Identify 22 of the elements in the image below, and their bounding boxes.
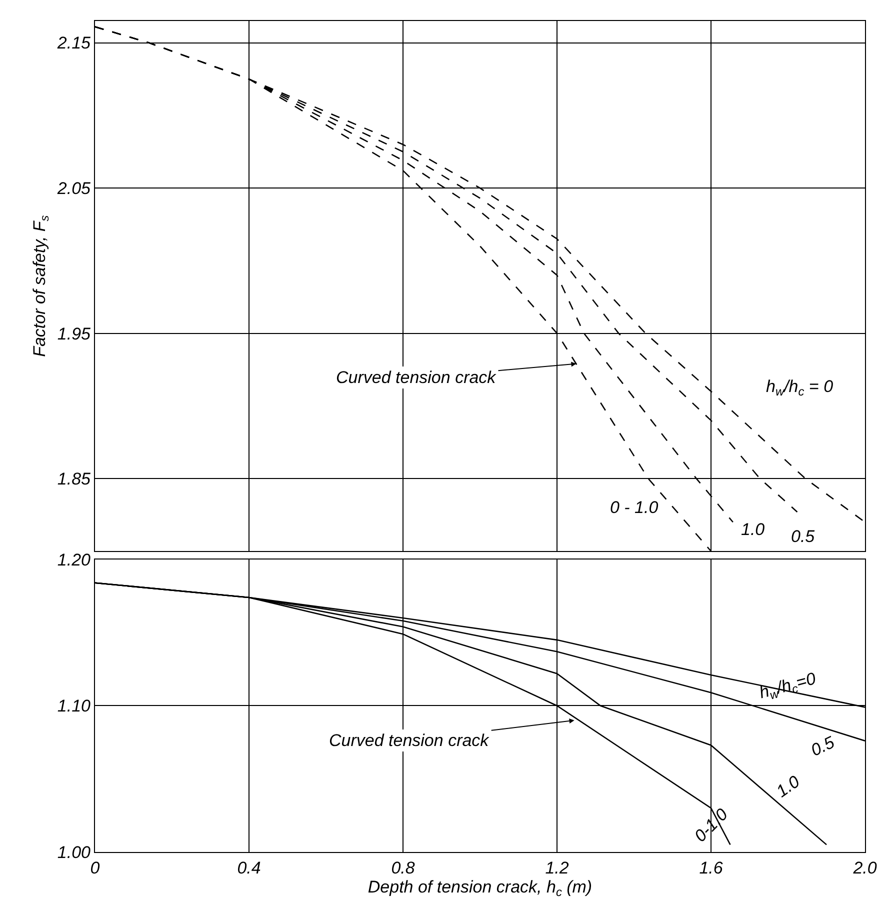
x-tick-label: 1.6 bbox=[699, 858, 724, 878]
text: 1.0 bbox=[772, 772, 804, 802]
y-tick-label: 1.85 bbox=[57, 470, 92, 488]
annotation: Curved tension crack bbox=[329, 731, 490, 750]
series-label: 0 - 1.0 bbox=[610, 498, 659, 517]
series-label: h$_{w}$/h$_{c}$ = 0 bbox=[766, 377, 834, 399]
annotation: Curved tension crack bbox=[336, 368, 498, 387]
x-axis-title: Depth of tension crack, h$_{c}$ (m) bbox=[368, 878, 592, 900]
y-tick-label: 2.15 bbox=[56, 34, 92, 53]
x-tick-label: 0.4 bbox=[237, 858, 261, 878]
y-tick-label: 1.20 bbox=[57, 550, 92, 570]
y-tick-label: 1.00 bbox=[57, 842, 92, 862]
y-tick-label: 1.10 bbox=[57, 696, 92, 716]
x-tick-label: 1.2 bbox=[545, 858, 570, 878]
y-tick-label: 1.95 bbox=[57, 324, 92, 344]
series-label: 1.0 bbox=[741, 520, 766, 539]
x-tick-label: 0.8 bbox=[391, 858, 416, 878]
x-tick-label: 0 bbox=[90, 858, 100, 878]
x-tick-label: 2.0 bbox=[852, 858, 878, 878]
series-label: 0.5 bbox=[791, 527, 816, 546]
y-tick-label: 2.05 bbox=[56, 178, 92, 198]
text: 0.5 bbox=[808, 732, 838, 760]
